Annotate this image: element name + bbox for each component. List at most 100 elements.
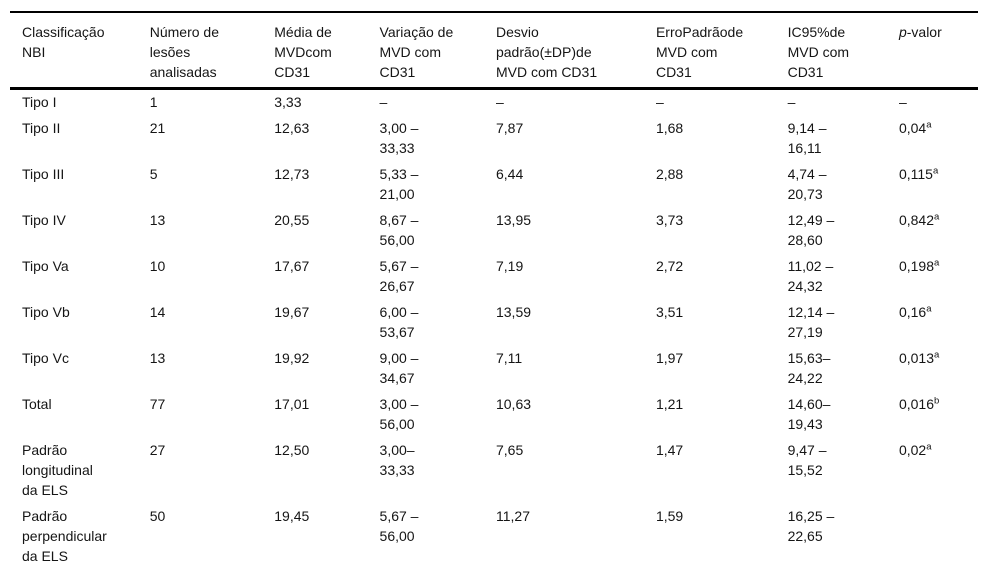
table-cell: 17,01 bbox=[274, 396, 310, 412]
header-variacao-mvd: Variação de MVD com CD31 bbox=[379, 24, 454, 80]
p-value-text: – bbox=[898, 94, 907, 110]
header-classificacao-nbi: Classificação NBI bbox=[22, 24, 105, 60]
table-cell: 3,00 – 33,33 bbox=[379, 120, 419, 156]
table-cell: 10,63 bbox=[495, 396, 532, 412]
p-value-cell: 0,842a bbox=[899, 208, 978, 254]
p-italic: p bbox=[898, 24, 907, 40]
table-cell: 5,67 – 56,00 bbox=[379, 508, 419, 544]
table-cell: 8,67 – 56,00 bbox=[379, 212, 419, 248]
p-value-text: 0,02 bbox=[898, 442, 927, 458]
table-cell: 27 bbox=[149, 442, 166, 458]
p-rest: -valor bbox=[906, 24, 942, 40]
p-value-text: 0,013 bbox=[898, 350, 934, 366]
table-row: Tipo Vc 13 19,92 9,00 – 34,67 7,11 1,97 15,63–… bbox=[10, 346, 978, 392]
p-value-cell bbox=[899, 504, 978, 565]
table-cell: Tipo III bbox=[22, 166, 65, 182]
table-row: Total 77 17,01 3,00 – 56,00 10,63 1,21 14,60– … bbox=[10, 392, 978, 438]
p-value-superscript: a bbox=[934, 211, 940, 223]
table-cell: 3,00– 33,33 bbox=[379, 442, 415, 478]
table-cell: 20,55 bbox=[274, 212, 310, 228]
p-value-cell: 0,16a bbox=[899, 300, 978, 346]
header-erro-padrao: ErroPadrãode MVD com CD31 bbox=[655, 24, 744, 80]
table-cell: 12,50 bbox=[274, 442, 310, 458]
table-cell: 11,02 – 24,32 bbox=[787, 258, 834, 294]
table-cell: 9,00 – 34,67 bbox=[379, 350, 419, 386]
table-cell: 12,14 – 27,19 bbox=[787, 304, 835, 340]
table-cell: 14 bbox=[149, 304, 166, 320]
table-cell: 2,88 bbox=[655, 166, 684, 182]
header-media-mvd: Média de MVDcom CD31 bbox=[274, 24, 332, 80]
p-value-superscript: a bbox=[934, 257, 940, 269]
table-cell: Tipo Vb bbox=[22, 304, 70, 320]
table-cell: 1,97 bbox=[655, 350, 684, 366]
p-value-text: 0,04 bbox=[898, 120, 927, 136]
table-cell: 7,87 bbox=[495, 120, 524, 136]
header-desvio-padrao: Desvio padrão(±DP)de MVD com CD31 bbox=[495, 24, 598, 80]
table-cell: 9,14 – 16,11 bbox=[787, 120, 827, 156]
table-cell: 3,73 bbox=[655, 212, 684, 228]
table-cell: 14,60– 19,43 bbox=[787, 396, 831, 432]
p-value-text: 0,16 bbox=[898, 304, 927, 320]
table-cell: 13 bbox=[149, 350, 166, 366]
table-cell: 10 bbox=[149, 258, 166, 274]
table-row: Tipo Vb 14 19,67 6,00 – 53,67 13,59 3,51 12,14… bbox=[10, 300, 978, 346]
table-cell: 6,44 bbox=[495, 166, 524, 182]
table-cell: 5,33 – 21,00 bbox=[379, 166, 419, 202]
table-cell: Tipo Vc bbox=[22, 350, 69, 366]
table-cell: Tipo Va bbox=[22, 258, 69, 274]
p-value-text: 0,016 bbox=[898, 396, 934, 412]
p-value-cell: 0,02a bbox=[899, 438, 978, 504]
table-cell: 1,47 bbox=[655, 442, 684, 458]
table-row: Tipo III 5 12,73 5,33 – 21,00 6,44 2,88 4,74 –… bbox=[10, 162, 978, 208]
table-cell: 21 bbox=[149, 120, 166, 136]
table-cell: Tipo IV bbox=[22, 212, 66, 228]
p-value-superscript: a bbox=[926, 119, 932, 131]
table-cell: 3,33 bbox=[274, 94, 302, 110]
table-cell: 1,21 bbox=[655, 396, 684, 412]
table-cell: 19,67 bbox=[274, 304, 310, 320]
table-cell: – bbox=[495, 94, 504, 110]
table-cell: – bbox=[787, 94, 796, 110]
table-cell: 1 bbox=[149, 94, 158, 110]
table-cell: 11,27 bbox=[495, 508, 530, 524]
table-cell: Padrão longitudinal da ELS bbox=[22, 442, 93, 498]
table-row: Padrão perpendicular da ELS 50 19,45 5,67 –… bbox=[10, 504, 978, 565]
p-value-text: 0,842 bbox=[898, 212, 934, 228]
table-cell: 3,00 – 56,00 bbox=[379, 396, 419, 432]
nbi-mvd-cd31-table: Classificação NBI Número de lesões anali… bbox=[10, 11, 978, 565]
table-cell: Total bbox=[22, 396, 52, 412]
table-cell: 7,11 bbox=[495, 350, 523, 366]
header-p-valor: p-valor bbox=[899, 12, 978, 89]
p-value-cell: 0,198a bbox=[899, 254, 978, 300]
table-cell: 15,63– 24,22 bbox=[787, 350, 831, 386]
table-cell: 13 bbox=[149, 212, 166, 228]
table-cell: 50 bbox=[149, 508, 166, 524]
p-value-superscript: a bbox=[932, 165, 939, 177]
table-cell: 7,19 bbox=[495, 258, 524, 274]
table-cell: – bbox=[655, 94, 664, 110]
table-cell: 13,59 bbox=[495, 304, 532, 320]
table-row: Tipo II 21 12,63 3,00 – 33,33 7,87 1,68 9,14 –… bbox=[10, 116, 978, 162]
table-cell: 9,47 – 15,52 bbox=[787, 442, 827, 478]
table-row: Tipo Va 10 17,67 5,67 – 26,67 7,19 2,72 11,02 … bbox=[10, 254, 978, 300]
p-value-cell: – bbox=[899, 89, 978, 117]
table-cell: 5 bbox=[149, 166, 158, 182]
table-cell: 6,00 – 53,67 bbox=[379, 304, 419, 340]
p-value-cell: 0,115a bbox=[899, 162, 978, 208]
p-value-superscript: b bbox=[934, 395, 940, 407]
p-value-cell: 0,04a bbox=[899, 116, 978, 162]
table-cell: 19,45 bbox=[274, 508, 310, 524]
p-value-cell: 0,016b bbox=[899, 392, 978, 438]
p-value-superscript: a bbox=[926, 303, 932, 315]
p-value-superscript: a bbox=[926, 441, 932, 453]
table-cell: Padrão perpendicular da ELS bbox=[22, 508, 107, 564]
table-cell: 12,49 – 28,60 bbox=[787, 212, 835, 248]
header-numero-lesoes: Número de lesões analisadas bbox=[149, 24, 219, 80]
header-ic95: IC95%de MVD com CD31 bbox=[787, 24, 850, 80]
table-cell: 1,59 bbox=[655, 508, 684, 524]
table-cell: 4,74 – 20,73 bbox=[787, 166, 827, 202]
table-row: Tipo IV 13 20,55 8,67 – 56,00 13,95 3,73 12,49… bbox=[10, 208, 978, 254]
table-cell: 77 bbox=[149, 396, 166, 412]
table-cell: 7,65 bbox=[495, 442, 524, 458]
